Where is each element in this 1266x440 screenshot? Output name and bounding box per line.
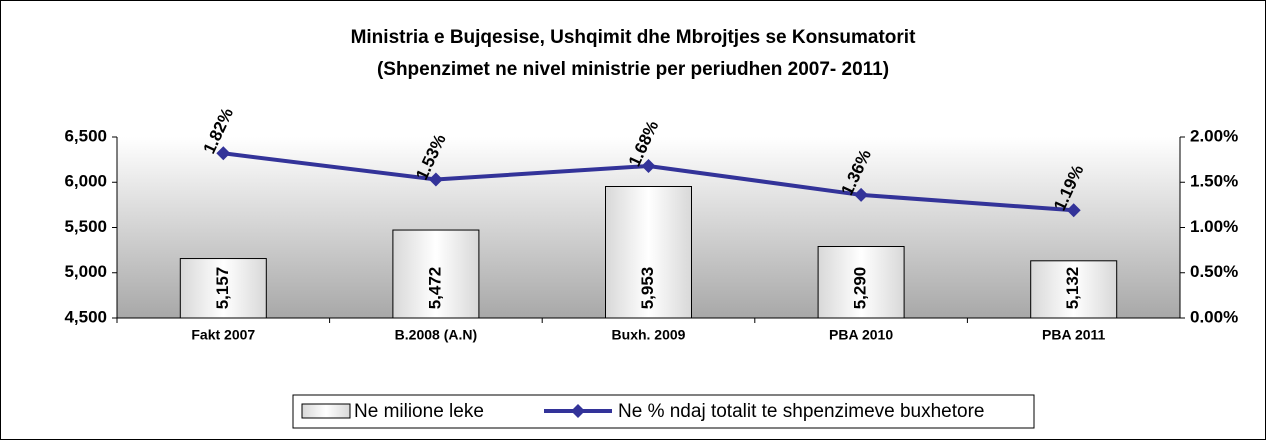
line-marker	[216, 146, 231, 161]
chart-subtitle: (Shpenzimet ne nivel ministrie per periu…	[377, 59, 889, 80]
bar-label: 5,953	[638, 267, 657, 310]
legend-swatch	[301, 403, 351, 419]
x-tick-label: Fakt 2007	[191, 327, 255, 343]
legend-label: Ne milione leke	[354, 401, 484, 422]
line-marker	[854, 187, 869, 202]
bar	[817, 246, 905, 319]
bar	[1030, 260, 1118, 319]
y-tick-label: 6,000	[64, 172, 107, 191]
y-tick-label: 6,500	[64, 126, 107, 145]
x-tick-label: Buxh. 2009	[612, 327, 686, 343]
line-marker	[428, 172, 443, 187]
x-tick-label: PBA 2011	[1042, 327, 1106, 343]
y2-tick-label: 0.50%	[1190, 262, 1238, 281]
line-marker	[641, 158, 656, 173]
bar	[605, 186, 692, 319]
y2-tick-label: 2.00%	[1190, 126, 1238, 145]
legend-label: Ne % ndaj totalit te shpenzimeve buxheto…	[618, 401, 985, 422]
bar-label: 5,290	[851, 267, 870, 310]
y-tick-label: 4,500	[64, 307, 107, 326]
bar-label: 5,132	[1063, 267, 1082, 310]
x-tick-label: B.2008 (A.N)	[395, 327, 477, 343]
legend-swatch	[571, 404, 585, 418]
bar	[392, 229, 480, 319]
bar	[179, 258, 267, 319]
y-tick-label: 5,000	[64, 262, 107, 281]
y2-tick-label: 0.00%	[1190, 307, 1238, 326]
y2-tick-label: 1.00%	[1190, 217, 1238, 236]
chart-title: Ministria e Bujqesise, Ushqimit dhe Mbro…	[351, 27, 916, 48]
bar-label: 5,472	[425, 267, 444, 310]
y2-tick-label: 1.50%	[1190, 172, 1238, 191]
y-tick-label: 5,500	[64, 217, 107, 236]
x-tick-label: PBA 2010	[829, 327, 893, 343]
bar-label: 5,157	[213, 267, 232, 310]
line-marker	[1066, 203, 1081, 218]
legend-box	[292, 394, 1035, 429]
